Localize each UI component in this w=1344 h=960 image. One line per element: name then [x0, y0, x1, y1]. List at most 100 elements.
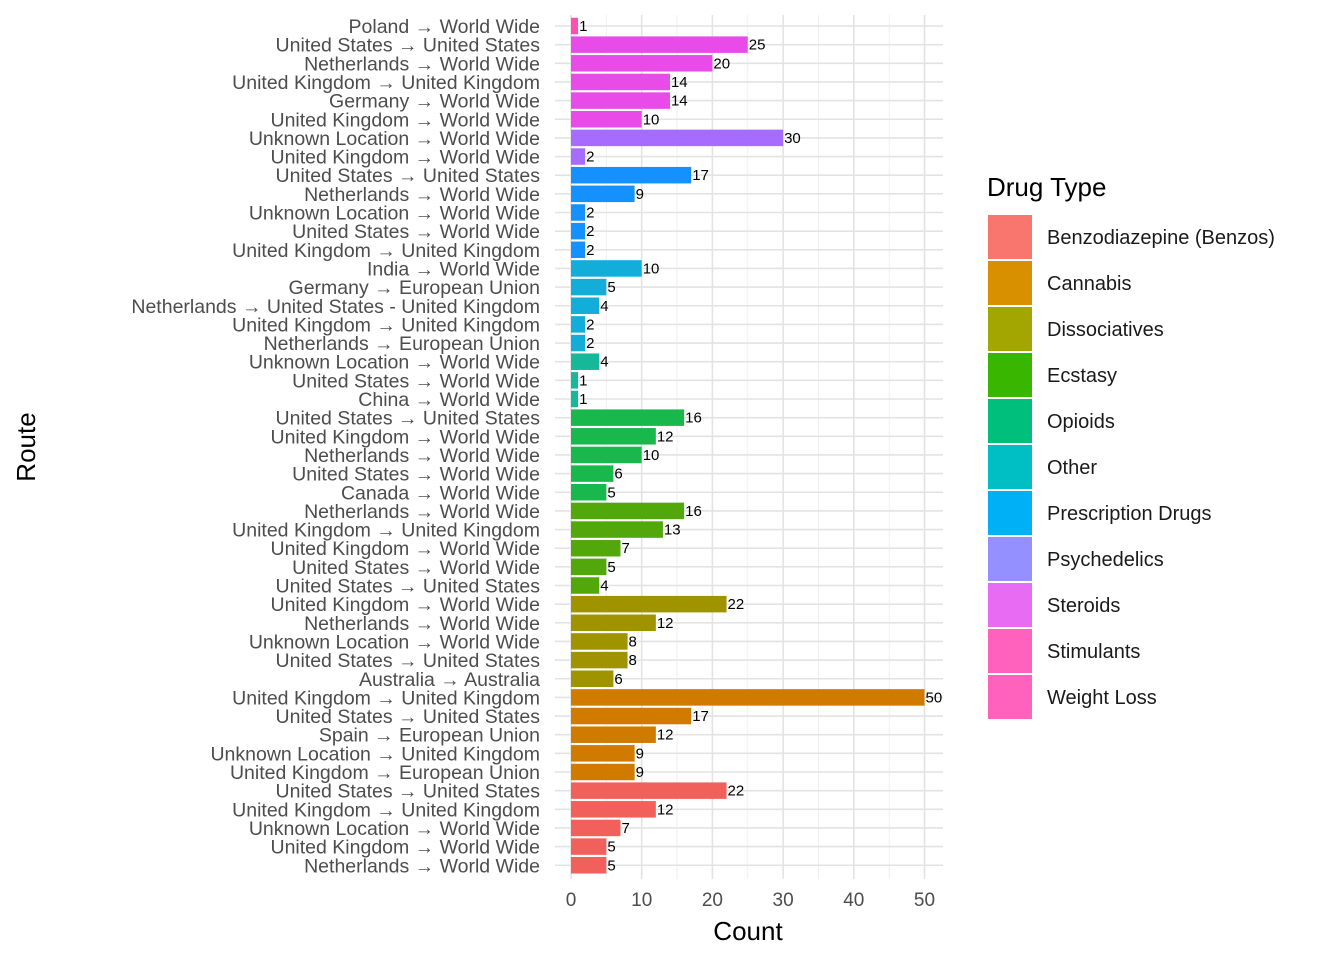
bar-value-label: 5	[607, 484, 615, 501]
bar-value-label: 2	[586, 205, 594, 222]
bar	[571, 335, 585, 352]
bar-value-label: 25	[749, 37, 766, 54]
legend-swatch	[988, 215, 1032, 259]
bar	[571, 316, 585, 333]
x-tick-label: 30	[773, 890, 794, 911]
bar	[571, 857, 606, 874]
bar-value-label: 4	[600, 298, 608, 315]
legend-label: Benzodiazepine (Benzos)	[1047, 227, 1275, 249]
bar	[571, 838, 606, 855]
bar-value-label: 12	[657, 801, 674, 818]
bar	[571, 820, 620, 837]
bar-value-label: 50	[926, 689, 943, 706]
bar	[571, 391, 578, 408]
bar-value-label: 8	[629, 652, 637, 669]
bar	[571, 484, 606, 501]
y-axis-title: Route	[11, 412, 41, 481]
x-axis-title: Count	[713, 916, 783, 946]
legend-label: Weight Loss	[1047, 687, 1157, 709]
bar	[571, 260, 642, 277]
legend-label: Stimulants	[1047, 641, 1140, 663]
bar-value-label: 10	[643, 111, 660, 128]
bar	[571, 409, 684, 426]
bar-value-label: 12	[657, 615, 674, 632]
route-labels: Poland → World WideUnited States → Unite…	[131, 16, 540, 877]
bar	[571, 242, 585, 258]
bar-value-label: 10	[643, 260, 660, 277]
bar-value-label: 22	[728, 783, 745, 800]
bar	[571, 652, 628, 669]
bar	[571, 279, 606, 296]
bar	[571, 465, 613, 482]
legend-swatch	[988, 537, 1032, 581]
bar-value-label: 7	[621, 540, 629, 557]
bar-value-label: 2	[586, 316, 594, 333]
bar-value-label: 14	[671, 93, 688, 110]
bar	[571, 615, 656, 632]
bar-value-label: 7	[621, 820, 629, 837]
bar	[571, 559, 606, 576]
legend-label: Psychedelics	[1047, 549, 1164, 571]
legend-title: Drug Type	[987, 172, 1106, 202]
bar-value-label: 30	[784, 130, 801, 147]
x-tick-label: 10	[631, 890, 652, 911]
legend-label: Prescription Drugs	[1047, 503, 1212, 525]
legend-label: Dissociatives	[1047, 319, 1164, 341]
bar-value-label: 9	[636, 186, 644, 203]
bar	[571, 372, 578, 389]
legend-swatch	[988, 629, 1032, 673]
bar	[571, 708, 691, 725]
bar	[571, 726, 656, 743]
bar-value-label: 1	[579, 372, 587, 389]
bar-value-label: 6	[614, 671, 622, 688]
bar	[571, 223, 585, 240]
legend-swatch	[988, 583, 1032, 627]
bar	[571, 633, 628, 650]
legend-swatch	[988, 353, 1032, 397]
bar-value-label: 5	[607, 559, 615, 576]
bar-value-label: 5	[607, 279, 615, 296]
x-tick-label: 0	[566, 890, 577, 911]
bar	[571, 447, 642, 464]
bar-value-label: 4	[600, 578, 608, 595]
bar-value-label: 13	[664, 522, 681, 539]
bar	[571, 92, 670, 109]
legend-label: Cannabis	[1047, 273, 1132, 295]
legend-swatch	[988, 399, 1032, 443]
bar	[571, 55, 712, 72]
bar-value-label: 16	[685, 410, 702, 427]
bar-value-label: 5	[607, 857, 615, 874]
bar	[571, 671, 613, 688]
bar-value-label: 12	[657, 727, 674, 744]
bar-value-label: 16	[685, 503, 702, 520]
bar	[571, 503, 684, 520]
bar-value-label: 2	[586, 242, 594, 259]
legend-swatch	[988, 307, 1032, 351]
bar	[571, 596, 727, 613]
bar	[571, 745, 635, 762]
bar	[571, 521, 663, 538]
bar	[571, 186, 635, 203]
bar	[571, 782, 727, 799]
bar-value-label: 5	[607, 839, 615, 856]
bar-value-label: 14	[671, 74, 688, 91]
bar	[571, 764, 635, 781]
route-label: Netherlands → World Wide	[304, 855, 540, 877]
bar-value-label: 1	[579, 391, 587, 408]
legend-label: Steroids	[1047, 595, 1120, 617]
bar	[571, 130, 783, 147]
legend-label: Ecstasy	[1047, 365, 1117, 387]
x-tick-label: 20	[702, 890, 723, 911]
bar	[571, 353, 599, 370]
bar-value-label: 9	[636, 745, 644, 762]
x-tick-label: 50	[914, 890, 935, 911]
bars: 1252014141030217922210542241116121065161…	[571, 18, 942, 875]
bar-value-label: 8	[629, 633, 637, 650]
bar-value-label: 12	[657, 428, 674, 445]
bar-value-label: 4	[600, 354, 608, 371]
bar-value-label: 17	[692, 167, 709, 184]
x-axis-ticks: 0 10 20 30 40 50	[566, 890, 935, 911]
bar-value-label: 10	[643, 447, 660, 464]
bar	[571, 18, 578, 35]
